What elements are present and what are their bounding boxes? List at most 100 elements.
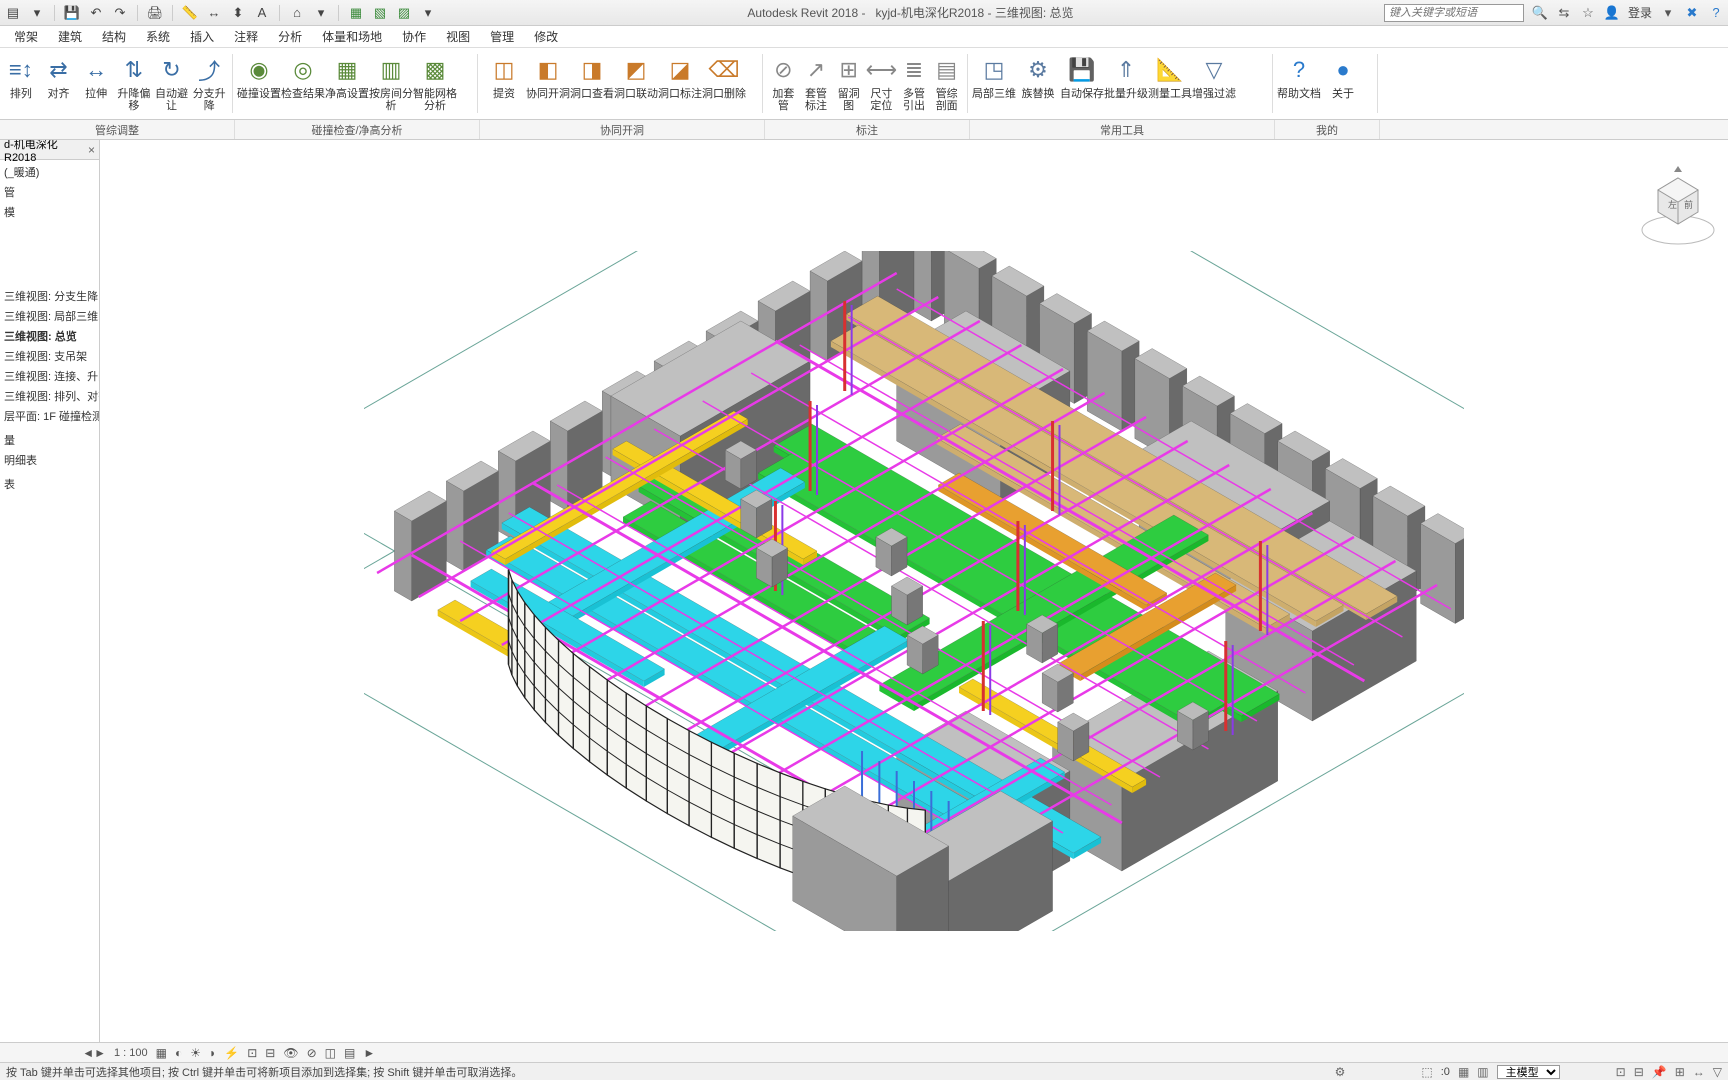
- save-icon[interactable]: 💾: [63, 4, 81, 22]
- menu-item[interactable]: 协作: [392, 26, 436, 47]
- ribbon-button[interactable]: ▤管综剖面: [930, 52, 963, 114]
- menu-item[interactable]: 建筑: [48, 26, 92, 47]
- tree-item[interactable]: 三维视图: 总览: [0, 326, 99, 346]
- ribbon-button[interactable]: ⟷尺寸定位: [865, 52, 898, 114]
- ribbon-button[interactable]: ⊞留洞图: [832, 52, 865, 114]
- ribbon-button[interactable]: ◩洞口联动: [614, 52, 658, 102]
- filter-status-icon[interactable]: ▦: [1458, 1065, 1469, 1079]
- menu-item[interactable]: 体量和场地: [312, 26, 392, 47]
- viewbar-next-icon[interactable]: ►: [363, 1046, 375, 1060]
- tree-item[interactable]: 三维视图: 分支生降: [0, 286, 99, 306]
- ribbon-button[interactable]: ↻自动避让: [153, 52, 191, 114]
- ribbon-button[interactable]: ◪洞口标注: [658, 52, 702, 102]
- sel-drag-icon[interactable]: ↔: [1693, 1065, 1705, 1079]
- favorite-icon[interactable]: ☆: [1580, 5, 1596, 21]
- ribbon-button[interactable]: ◨洞口查看: [570, 52, 614, 102]
- visual-style-icon[interactable]: ◐: [175, 1046, 182, 1060]
- select-icon[interactable]: ⬚: [1421, 1065, 1432, 1079]
- tree-item[interactable]: 三维视图: 支吊架: [0, 346, 99, 366]
- sel-link-icon[interactable]: ⊡: [1616, 1065, 1626, 1079]
- open-icon[interactable]: ▾: [28, 4, 46, 22]
- 3d-icon[interactable]: ⌂: [288, 4, 306, 22]
- filter2-icon[interactable]: ▽: [1713, 1065, 1722, 1079]
- ribbon-button[interactable]: ▥按房间分析: [369, 52, 413, 114]
- help-icon[interactable]: ?: [1708, 5, 1724, 21]
- worksets-icon[interactable]: ▧: [371, 4, 389, 22]
- section-icon[interactable]: ▾: [312, 4, 330, 22]
- tree-item[interactable]: 表: [0, 474, 99, 494]
- ribbon-button[interactable]: ≡↕排列: [2, 52, 40, 102]
- ribbon-button[interactable]: ▦净高设置: [325, 52, 369, 102]
- tree-item[interactable]: 三维视图: 局部三维1: [0, 306, 99, 326]
- ribbon-button[interactable]: ◉碰撞设置: [237, 52, 281, 102]
- ribbon-button[interactable]: ◎检查结果: [281, 52, 325, 102]
- shadow-icon[interactable]: ◗: [209, 1046, 216, 1060]
- user-icon[interactable]: 👤: [1604, 5, 1620, 21]
- menu-item[interactable]: 结构: [92, 26, 136, 47]
- tree-item[interactable]: 量: [0, 430, 99, 450]
- scale-label[interactable]: 1 : 100: [114, 1047, 148, 1059]
- tree-item[interactable]: 三维视图: 连接、升降、支: [0, 366, 99, 386]
- ribbon-button[interactable]: ⌫洞口删除: [702, 52, 746, 102]
- ribbon-button[interactable]: ↔拉伸: [77, 52, 115, 102]
- sel-face-icon[interactable]: ⊞: [1675, 1065, 1685, 1079]
- crop-show-icon[interactable]: ⊟: [265, 1046, 275, 1060]
- menu-item[interactable]: 常架: [4, 26, 48, 47]
- comm-icon[interactable]: ⇆: [1556, 5, 1572, 21]
- ribbon-button[interactable]: 💾自动保存: [1060, 52, 1104, 102]
- menu-item[interactable]: 修改: [524, 26, 568, 47]
- scroll-left-icon[interactable]: ◄: [82, 1046, 94, 1060]
- view-cube[interactable]: 左 前: [1638, 160, 1718, 260]
- ribbon-button[interactable]: ↗套管标注: [800, 52, 833, 114]
- worksets-status-icon[interactable]: ⚙: [1335, 1065, 1346, 1079]
- ribbon-button[interactable]: ⇄对齐: [40, 52, 78, 102]
- temp-hide-icon[interactable]: ⊘: [307, 1046, 317, 1060]
- tree-item[interactable]: 三维视图: 排列、对齐: [0, 386, 99, 406]
- sel-pin-icon[interactable]: 📌: [1652, 1065, 1667, 1079]
- print-icon[interactable]: 🖨: [146, 4, 164, 22]
- reveal-icon[interactable]: ◫: [325, 1046, 336, 1060]
- tree-item[interactable]: 层平面: 1F 碰撞检测净: [0, 406, 99, 426]
- menu-item[interactable]: 视图: [436, 26, 480, 47]
- design-option-select[interactable]: 主模型: [1497, 1065, 1560, 1079]
- crop-icon[interactable]: ⊡: [247, 1046, 257, 1060]
- app-menu-icon[interactable]: ▤: [4, 4, 22, 22]
- browser-tab[interactable]: d-机电深化R2018 ×: [0, 140, 99, 160]
- scroll-right-icon[interactable]: ►: [94, 1046, 106, 1060]
- model-status-icon[interactable]: ▥: [1477, 1065, 1488, 1079]
- sun-icon[interactable]: ☀: [190, 1046, 201, 1060]
- ribbon-button[interactable]: ⤴分支升降: [190, 52, 228, 114]
- tag-icon[interactable]: ⬍: [229, 4, 247, 22]
- detail-icon[interactable]: ▦: [156, 1046, 167, 1060]
- ribbon-button[interactable]: ▩智能网格分析: [413, 52, 457, 114]
- worksharing-icon[interactable]: ▤: [344, 1046, 355, 1060]
- undo-icon[interactable]: ↶: [87, 4, 105, 22]
- ribbon-button[interactable]: ?帮助文档: [1277, 52, 1321, 102]
- search-input[interactable]: [1384, 4, 1524, 22]
- menu-item[interactable]: 管理: [480, 26, 524, 47]
- login-button[interactable]: 登录: [1628, 4, 1652, 21]
- viewport[interactable]: 左 前: [100, 140, 1728, 1042]
- dropdown-icon[interactable]: ▾: [419, 4, 437, 22]
- dimension-icon[interactable]: ↔: [205, 4, 223, 22]
- link-icon[interactable]: ▨: [395, 4, 413, 22]
- menu-item[interactable]: 插入: [180, 26, 224, 47]
- ribbon-button[interactable]: ≣多管引出: [898, 52, 931, 114]
- tree-item[interactable]: (_暖通): [0, 162, 99, 182]
- redo-icon[interactable]: ↷: [111, 4, 129, 22]
- text-icon[interactable]: A: [253, 4, 271, 22]
- sel-underlay-icon[interactable]: ⊟: [1634, 1065, 1644, 1079]
- ribbon-button[interactable]: ◳局部三维: [972, 52, 1016, 102]
- ribbon-button[interactable]: ●关于: [1321, 52, 1365, 102]
- dropdown2-icon[interactable]: ▾: [1660, 5, 1676, 21]
- tree-item[interactable]: 明细表: [0, 450, 99, 470]
- ribbon-button[interactable]: ◧协同开洞: [526, 52, 570, 102]
- ribbon-button[interactable]: ◫提资: [482, 52, 526, 102]
- exchange-icon[interactable]: ✖: [1684, 5, 1700, 21]
- unhide-icon[interactable]: 👁: [283, 1046, 298, 1060]
- render-icon[interactable]: ⚡: [224, 1046, 239, 1060]
- ribbon-button[interactable]: ⇑批量升级: [1104, 52, 1148, 102]
- tree-item[interactable]: 管: [0, 182, 99, 202]
- ribbon-button[interactable]: 📐测量工具: [1148, 52, 1192, 102]
- menu-item[interactable]: 分析: [268, 26, 312, 47]
